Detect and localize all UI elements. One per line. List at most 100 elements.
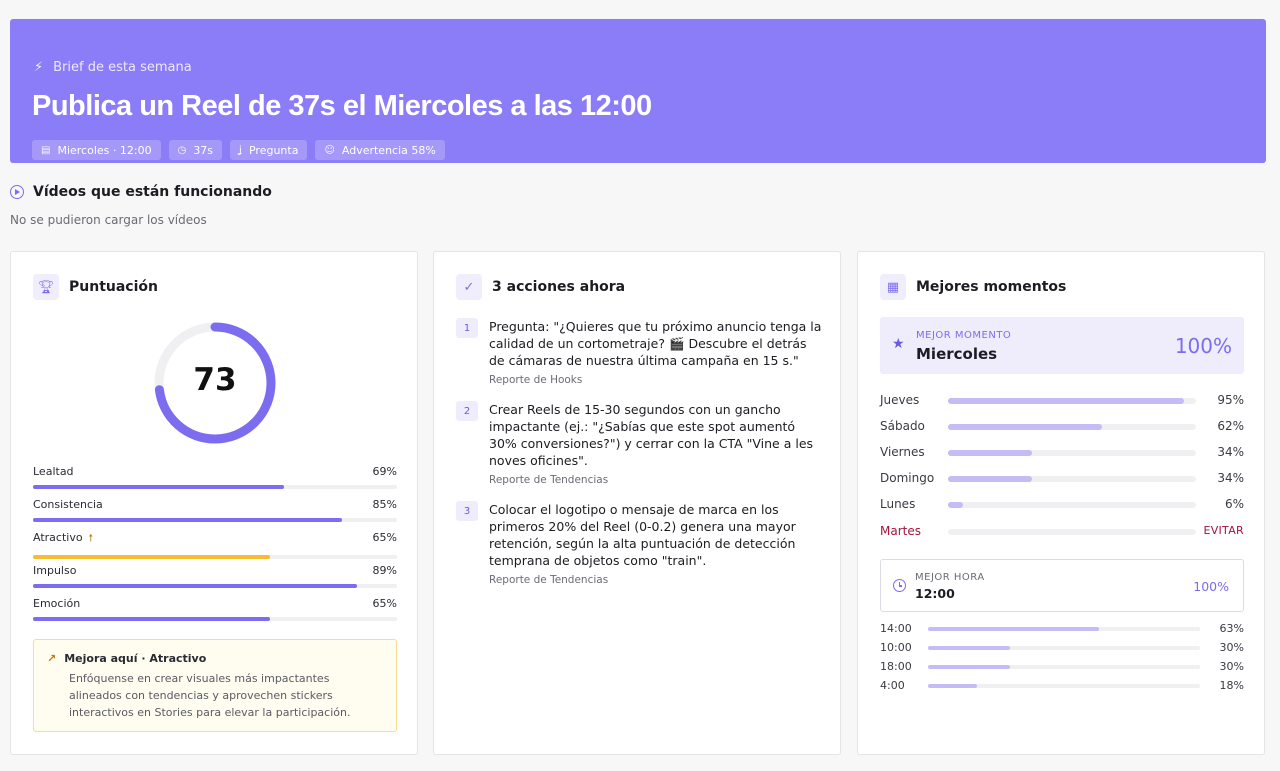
best-moment-percent: 100% [1174, 334, 1232, 358]
day-percent: 34% [1217, 445, 1244, 459]
best-hour-value: 12:00 [915, 586, 955, 601]
score-card-header: 🏆︎ Puntuación [33, 274, 158, 300]
arrow-up-icon: 🠕 [88, 533, 93, 544]
hour-label: 4:00 [880, 679, 905, 692]
star-icon: ★ [892, 336, 905, 352]
action-number: 3 [456, 501, 478, 521]
day-row: Sábado 62% [880, 419, 1244, 435]
metric-bar [33, 555, 397, 559]
hour-row: 14:00 63% [880, 622, 1244, 636]
hour-row: 18:00 30% [880, 660, 1244, 674]
hour-bar [928, 684, 1200, 688]
metric-value: 65% [372, 531, 397, 544]
timer-icon: ◷ [177, 144, 187, 156]
tip-body: Enfóquense en crear visuales más impacta… [69, 672, 351, 719]
calendar-icon: ▤ [41, 144, 51, 156]
hour-label: 10:00 [880, 641, 912, 654]
hour-bar [928, 646, 1200, 650]
metric-bar [33, 518, 397, 522]
chip-duration: ◷ 37s [168, 140, 223, 160]
day-bar [948, 476, 1196, 482]
action-item: 1 Pregunta: "¿Quieres que tu próximo anu… [456, 318, 822, 386]
calendar-clock-icon: ▦ [880, 274, 906, 300]
action-source: Reporte de Tendencias [489, 574, 609, 586]
day-label: Sábado [880, 419, 925, 433]
metric-bar-fill [33, 518, 343, 522]
action-text: Colocar el logotipo o mensaje de marca e… [489, 502, 796, 568]
metric-label: Consistencia [33, 498, 103, 511]
smiley-icon: ☺ [324, 144, 335, 156]
bolt-icon: ⚡︎ [34, 60, 44, 75]
hour-row: 4:00 18% [880, 679, 1244, 693]
best-moment-highlight: ★ MEJOR MOMENTO Miercoles 100% [880, 317, 1244, 374]
metric-bar-fill [33, 485, 285, 489]
metric-consistencia: Consistencia 85% [33, 498, 397, 522]
chip-label: 37s [193, 143, 214, 157]
chip-label: Miercoles · 12:00 [57, 143, 152, 157]
day-label: Jueves [880, 393, 920, 407]
day-bar [948, 398, 1196, 404]
metric-label: Atractivo [33, 531, 83, 544]
score-card-title: Puntuación [69, 279, 158, 295]
brief-eyebrow-label: Brief de esta semana [53, 60, 192, 75]
metric-value: 89% [372, 564, 397, 577]
day-label: Martes [880, 524, 921, 538]
metric-bar [33, 485, 397, 489]
day-percent: 62% [1217, 419, 1244, 433]
action-source: Reporte de Hooks [489, 374, 583, 386]
brief-title: Publica un Reel de 37s el Miercoles a la… [32, 90, 652, 122]
metric-lealtad: Lealtad 69% [33, 465, 397, 489]
hour-percent: 30% [1219, 641, 1244, 654]
hook-icon: ʝ [239, 144, 242, 156]
hour-bar-fill [928, 646, 1010, 650]
metric-value: 65% [372, 597, 397, 610]
actions-card-title: 3 acciones ahora [492, 279, 626, 295]
day-percent: 95% [1217, 393, 1244, 407]
videos-error-message: No se pudieron cargar los vídeos [10, 213, 207, 227]
metric-label: Lealtad [33, 465, 74, 478]
action-text: Pregunta: "¿Quieres que tu próximo anunc… [489, 319, 822, 368]
day-bar-fill [948, 398, 1184, 404]
best-moments-title: Mejores momentos [916, 279, 1067, 295]
metric-bar [33, 617, 397, 621]
weekly-brief-banner: ⚡︎ Brief de esta semana Publica un Reel … [10, 19, 1266, 163]
best-hour-label: MEJOR HORA [915, 572, 985, 583]
action-text: Crear Reels de 15-30 segundos con un gan… [489, 402, 814, 468]
day-bar-fill [948, 502, 963, 508]
hour-bar-fill [928, 684, 977, 688]
day-row: Jueves 95% [880, 393, 1244, 409]
best-moment-day: Miercoles [916, 345, 998, 363]
day-row: Domingo 34% [880, 471, 1244, 487]
actions-card: ✓ 3 acciones ahora 1 Pregunta: "¿Quieres… [433, 251, 841, 755]
best-hour-percent: 100% [1193, 579, 1229, 594]
day-bar-fill [948, 476, 1033, 482]
tip-title: Mejora aquí · Atractivo [64, 652, 207, 665]
metric-bar-fill [33, 584, 357, 588]
day-row: Viernes 34% [880, 445, 1244, 461]
action-number: 1 [456, 318, 478, 338]
trophy-icon: 🏆︎ [33, 274, 59, 300]
videos-section-title: Vídeos que están funcionando [33, 184, 272, 200]
score-ring [154, 322, 276, 444]
score-card: 🏆︎ Puntuación 73 Lealtad 69% Consistenci… [10, 251, 418, 755]
metric-emocion: Emoción 65% [33, 597, 397, 621]
action-item: 3 Colocar el logotipo o mensaje de marca… [456, 501, 822, 586]
metric-label: Emoción [33, 597, 81, 610]
day-bar [948, 502, 1196, 508]
brief-eyebrow: ⚡︎ Brief de esta semana [34, 60, 192, 75]
hour-percent: 63% [1219, 622, 1244, 635]
trending-up-icon: ↗ [47, 652, 57, 665]
day-bar [948, 529, 1196, 535]
metric-atractivo: Atractivo 🠕 65% [33, 531, 397, 559]
actions-card-header: ✓ 3 acciones ahora [456, 274, 625, 300]
metric-value: 69% [372, 465, 397, 478]
best-moments-card: ▦ Mejores momentos ★ MEJOR MOMENTO Mierc… [857, 251, 1265, 755]
best-moment-label: MEJOR MOMENTO [916, 330, 1012, 341]
day-percent: 34% [1217, 471, 1244, 485]
hour-label: 14:00 [880, 622, 912, 635]
hour-bar-fill [928, 627, 1100, 631]
action-number: 2 [456, 401, 478, 421]
hour-label: 18:00 [880, 660, 912, 673]
day-row-avoid: Martes EVITAR [880, 524, 1244, 540]
chip-schedule: ▤ Miercoles · 12:00 [32, 140, 161, 160]
